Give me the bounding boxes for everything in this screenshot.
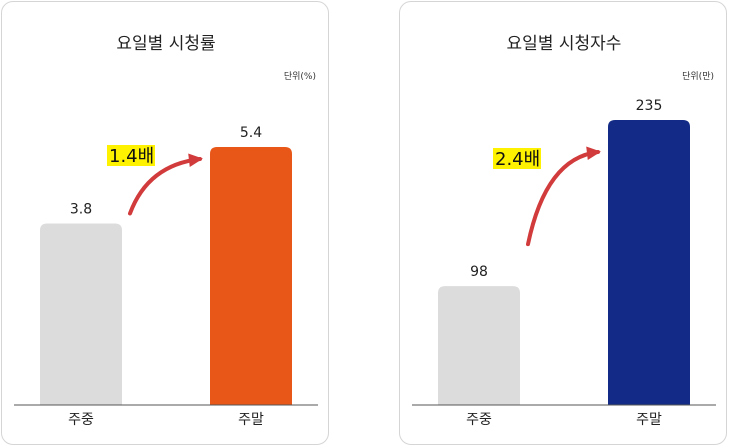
category-label: 주중: [68, 412, 94, 428]
growth-arrow: [128, 157, 202, 216]
value-label: 98: [470, 264, 488, 280]
chart-title: 요일별 시청자수: [507, 34, 622, 54]
bar-weekday: [438, 286, 520, 405]
annotation-highlight: [493, 148, 541, 169]
value-label: 3.8: [70, 201, 92, 217]
growth-arrow: [526, 150, 600, 247]
unit-label: 단위(%): [284, 71, 316, 82]
unit-label: 단위(만): [682, 71, 714, 82]
value-label: 235: [636, 98, 663, 114]
category-label: 주중: [466, 412, 492, 428]
bar-weekday: [40, 223, 122, 405]
value-label: 5.4: [240, 125, 262, 141]
category-label: 주말: [636, 412, 662, 428]
category-label: 주말: [238, 412, 264, 428]
growth-annotation: 1.4배: [109, 146, 154, 167]
growth-annotation: 2.4배: [495, 149, 540, 170]
chart-title: 요일별 시청률: [116, 34, 215, 54]
annotation-highlight: [107, 145, 155, 166]
bar-weekend: [608, 120, 690, 405]
bar-weekend: [210, 147, 292, 405]
growth-arrow-head: [188, 153, 203, 168]
growth-arrow-head: [586, 146, 601, 161]
